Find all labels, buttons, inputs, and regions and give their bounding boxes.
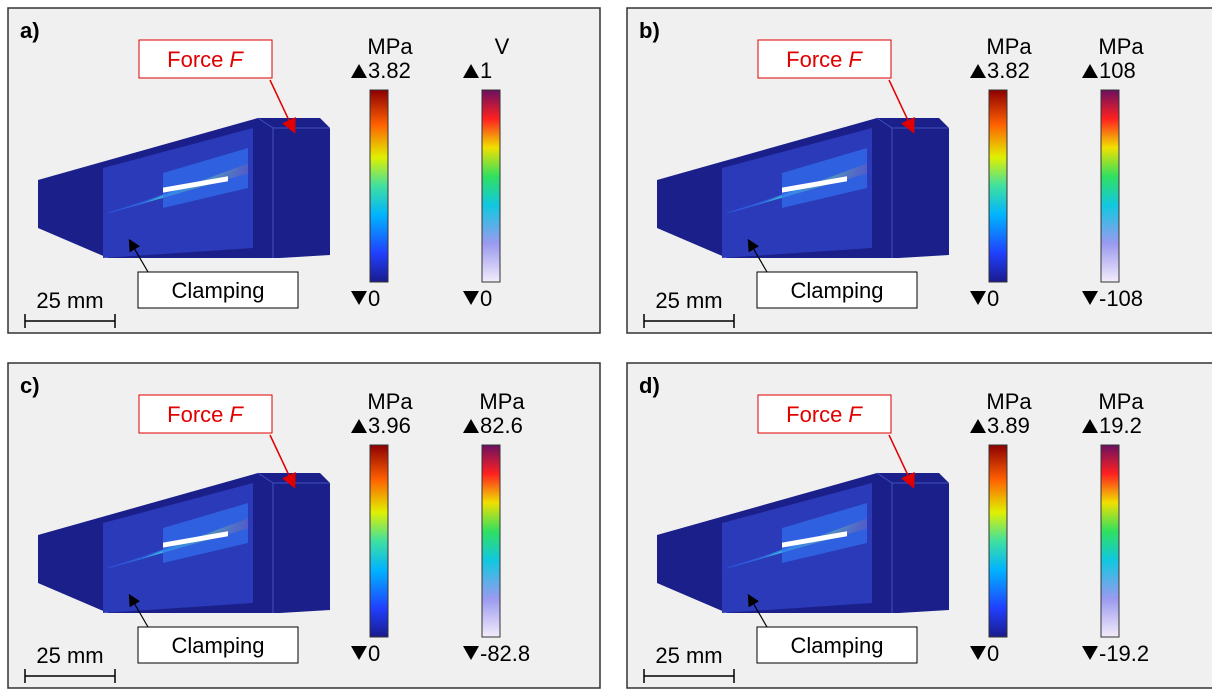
colorbar-unit: MPa [367,389,413,414]
colorbar [482,445,500,637]
panel-label: b) [639,18,660,43]
colorbar-min: 0 [987,641,999,666]
colorbar-unit: V [495,34,510,59]
colorbar-max: 82.6 [480,413,523,438]
colorbar [370,90,388,282]
colorbar [989,90,1007,282]
force-symbol: F [229,402,244,427]
colorbar-max: 1 [480,58,492,83]
colorbar [370,445,388,637]
colorbar-min: -108 [1099,286,1143,311]
force-text: Force [786,402,842,427]
colorbar-min: 0 [480,286,492,311]
clamping-label: Clamping [791,633,884,658]
colorbar-min: 0 [987,286,999,311]
colorbar-max: 3.82 [987,58,1030,83]
clamping-label: Clamping [172,278,265,303]
colorbar-min: 0 [368,286,380,311]
colorbar-unit: MPa [367,34,413,59]
colorbar [1101,90,1119,282]
panel-label: d) [639,373,660,398]
scale-bar-label: 25 mm [36,288,103,313]
colorbar-min: -19.2 [1099,641,1149,666]
force-text: Force [167,402,223,427]
colorbar-max: 108 [1099,58,1136,83]
colorbar-min: -82.8 [480,641,530,666]
clamping-label: Clamping [791,278,884,303]
colorbar-unit: MPa [986,389,1032,414]
colorbar [989,445,1007,637]
colorbar-unit: MPa [1098,34,1144,59]
colorbar [482,90,500,282]
force-text: Force [167,47,223,72]
colorbar-max: 19.2 [1099,413,1142,438]
colorbar-max: 3.96 [368,413,411,438]
colorbar-min: 0 [368,641,380,666]
colorbar-max: 3.82 [368,58,411,83]
scale-bar-label: 25 mm [36,643,103,668]
force-text: Force [786,47,842,72]
force-symbol: F [848,402,863,427]
figure: a)ForceFClamping25 mmMPa3.820V10b)ForceF… [0,0,1212,689]
force-symbol: F [229,47,244,72]
colorbar-unit: MPa [986,34,1032,59]
colorbar-unit: MPa [479,389,525,414]
colorbar-max: 3.89 [987,413,1030,438]
panel-label: c) [20,373,40,398]
scale-bar-label: 25 mm [655,643,722,668]
clamping-label: Clamping [172,633,265,658]
force-symbol: F [848,47,863,72]
colorbar [1101,445,1119,637]
colorbar-unit: MPa [1098,389,1144,414]
panel-label: a) [20,18,40,43]
scale-bar-label: 25 mm [655,288,722,313]
